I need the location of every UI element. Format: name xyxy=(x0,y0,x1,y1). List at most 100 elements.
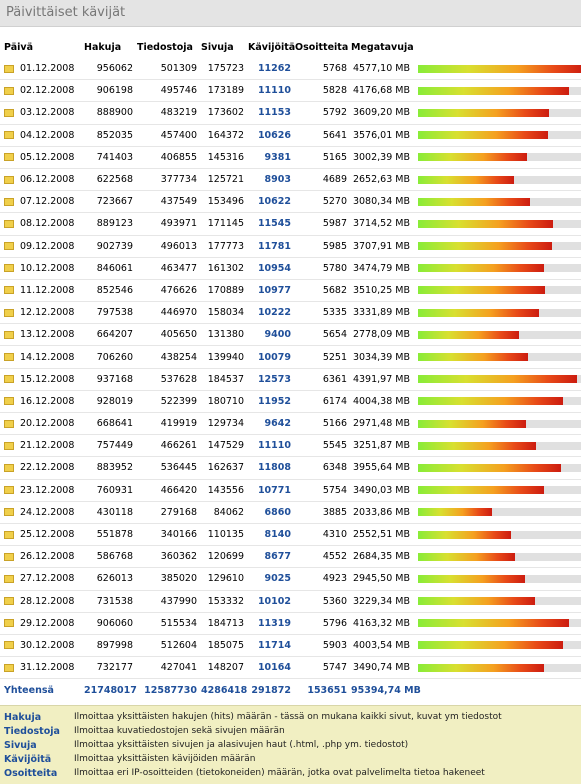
cell-tiedostoja: 466261 xyxy=(137,434,201,458)
traffic-bar-fill xyxy=(418,463,562,472)
cell-osoitteita: 4310 xyxy=(295,523,351,547)
cell-tiedostoja: 495746 xyxy=(137,79,201,103)
header-paiva[interactable]: Päivä xyxy=(4,42,33,53)
cell-kavijoita: 9400 xyxy=(248,323,295,347)
cell-date: 28.12.2008 xyxy=(0,590,84,613)
folder-icon xyxy=(4,153,14,162)
totals-kavijoita: 291872 xyxy=(251,684,291,696)
cell-kavijoita: 11319 xyxy=(248,612,295,635)
cell-sivuja: 184537 xyxy=(201,368,248,391)
cell-osoitteita: 5754 xyxy=(295,479,351,502)
table-row: 16.12.2008 928019 522399 180710 11952 6174 400… xyxy=(0,390,581,414)
folder-icon xyxy=(4,175,14,184)
traffic-bar xyxy=(418,508,581,517)
folder-icon xyxy=(4,574,14,583)
table-row: 31.12.2008 732177 427041 148207 10164 5747 349… xyxy=(0,656,581,680)
traffic-bar xyxy=(418,441,581,450)
traffic-bar-fill xyxy=(418,419,526,428)
cell-date: 31.12.2008 xyxy=(0,656,84,680)
table-row: 30.12.2008 897998 512604 185075 11714 5903 400… xyxy=(0,634,581,658)
cell-kavijoita: 8140 xyxy=(248,523,295,547)
cell-bar xyxy=(414,501,581,524)
cell-osoitteita: 6361 xyxy=(295,368,351,391)
table-row: 11.12.2008 852546 476626 170889 10977 5682 351… xyxy=(0,279,581,303)
header-sivuja[interactable]: Sivuja xyxy=(201,42,234,53)
table-row: 09.12.2008 902739 496013 177773 11781 5985 370… xyxy=(0,235,581,258)
table-row: 25.12.2008 551878 340166 110135 8140 4310 2552… xyxy=(0,523,581,547)
traffic-bar-fill xyxy=(418,286,546,295)
cell-tiedostoja: 405650 xyxy=(137,323,201,347)
cell-sivuja: 170889 xyxy=(201,279,248,303)
title-bar: Päivittäiset kävijät xyxy=(0,0,581,27)
cell-osoitteita: 5165 xyxy=(295,146,351,169)
folder-icon xyxy=(4,286,14,295)
cell-sivuja: 143556 xyxy=(201,479,248,502)
date-text: 01.12.2008 xyxy=(20,63,75,75)
cell-hakuja: 937168 xyxy=(84,368,137,391)
traffic-bar-fill xyxy=(418,175,515,184)
cell-osoitteita: 5747 xyxy=(295,656,351,680)
date-text: 24.12.2008 xyxy=(20,506,75,518)
cell-kavijoita: 11781 xyxy=(248,235,295,258)
traffic-bar-fill xyxy=(418,619,569,628)
cell-bar xyxy=(414,279,581,303)
cell-kavijoita: 6860 xyxy=(248,501,295,524)
date-text: 22.12.2008 xyxy=(20,462,75,474)
date-text: 23.12.2008 xyxy=(20,484,75,496)
date-text: 30.12.2008 xyxy=(20,639,75,651)
cell-kavijoita: 8903 xyxy=(248,168,295,192)
cell-megatavuja: 2552,51 MB xyxy=(351,523,414,547)
cell-bar xyxy=(414,323,581,347)
cell-hakuja: 852546 xyxy=(84,279,137,303)
cell-tiedostoja: 496013 xyxy=(137,235,201,258)
date-text: 03.12.2008 xyxy=(20,107,75,119)
cell-tiedostoja: 419919 xyxy=(137,412,201,436)
cell-kavijoita: 9642 xyxy=(248,412,295,436)
cell-bar xyxy=(414,590,581,613)
traffic-bar-fill xyxy=(418,153,527,162)
cell-date: 22.12.2008 xyxy=(0,456,84,480)
cell-hakuja: 956062 xyxy=(84,58,137,81)
table-row: 26.12.2008 586768 360362 120699 8677 4552 2684… xyxy=(0,545,581,569)
cell-date: 24.12.2008 xyxy=(0,501,84,524)
cell-megatavuja: 2945,50 MB xyxy=(351,567,414,591)
cell-date: 01.12.2008 xyxy=(0,58,84,81)
legend-row: Sivuja Ilmoittaa yksittäisten sivujen ja… xyxy=(0,740,581,753)
cell-tiedostoja: 466420 xyxy=(137,479,201,502)
header-kavijoita[interactable]: Kävijöitä xyxy=(248,42,296,53)
date-text: 25.12.2008 xyxy=(20,529,75,541)
cell-hakuja: 760931 xyxy=(84,479,137,502)
date-text: 04.12.2008 xyxy=(20,129,75,141)
cell-osoitteita: 5251 xyxy=(295,345,351,369)
traffic-bar-fill xyxy=(418,86,570,95)
cell-bar xyxy=(414,146,581,169)
cell-megatavuja: 3002,39 MB xyxy=(351,146,414,169)
legend-term: Tiedostoja xyxy=(4,726,60,737)
header-osoitteita[interactable]: Osoitteita xyxy=(295,42,349,53)
traffic-bar xyxy=(418,641,581,650)
cell-tiedostoja: 279168 xyxy=(137,501,201,524)
cell-hakuja: 706260 xyxy=(84,345,137,369)
traffic-bar xyxy=(418,219,581,228)
legend-desc: Ilmoittaa eri IP-osoitteiden (tietokonei… xyxy=(74,768,485,778)
cell-tiedostoja: 385020 xyxy=(137,567,201,591)
traffic-bar xyxy=(418,419,581,428)
legend-term: Hakuja xyxy=(4,712,42,723)
header-tiedostoja[interactable]: Tiedostoja xyxy=(137,42,193,53)
cell-hakuja: 906198 xyxy=(84,79,137,103)
header-megatavuja[interactable]: Megatavuja xyxy=(351,42,414,53)
date-text: 10.12.2008 xyxy=(20,262,75,274)
legend-row: Tiedostoja Ilmoittaa kuvatiedostojen sek… xyxy=(0,726,581,739)
cell-megatavuja: 2684,35 MB xyxy=(351,545,414,569)
cell-date: 06.12.2008 xyxy=(0,168,84,192)
cell-sivuja: 171145 xyxy=(201,212,248,236)
cell-date: 20.12.2008 xyxy=(0,412,84,436)
traffic-bar-fill xyxy=(418,530,511,539)
cell-osoitteita: 5985 xyxy=(295,235,351,258)
cell-bar xyxy=(414,235,581,258)
header-hakuja[interactable]: Hakuja xyxy=(84,42,122,53)
traffic-bar xyxy=(418,397,581,406)
table-row: 28.12.2008 731538 437990 153332 10102 5360 322… xyxy=(0,590,581,613)
traffic-bar-fill xyxy=(418,64,581,73)
cell-date: 29.12.2008 xyxy=(0,612,84,635)
